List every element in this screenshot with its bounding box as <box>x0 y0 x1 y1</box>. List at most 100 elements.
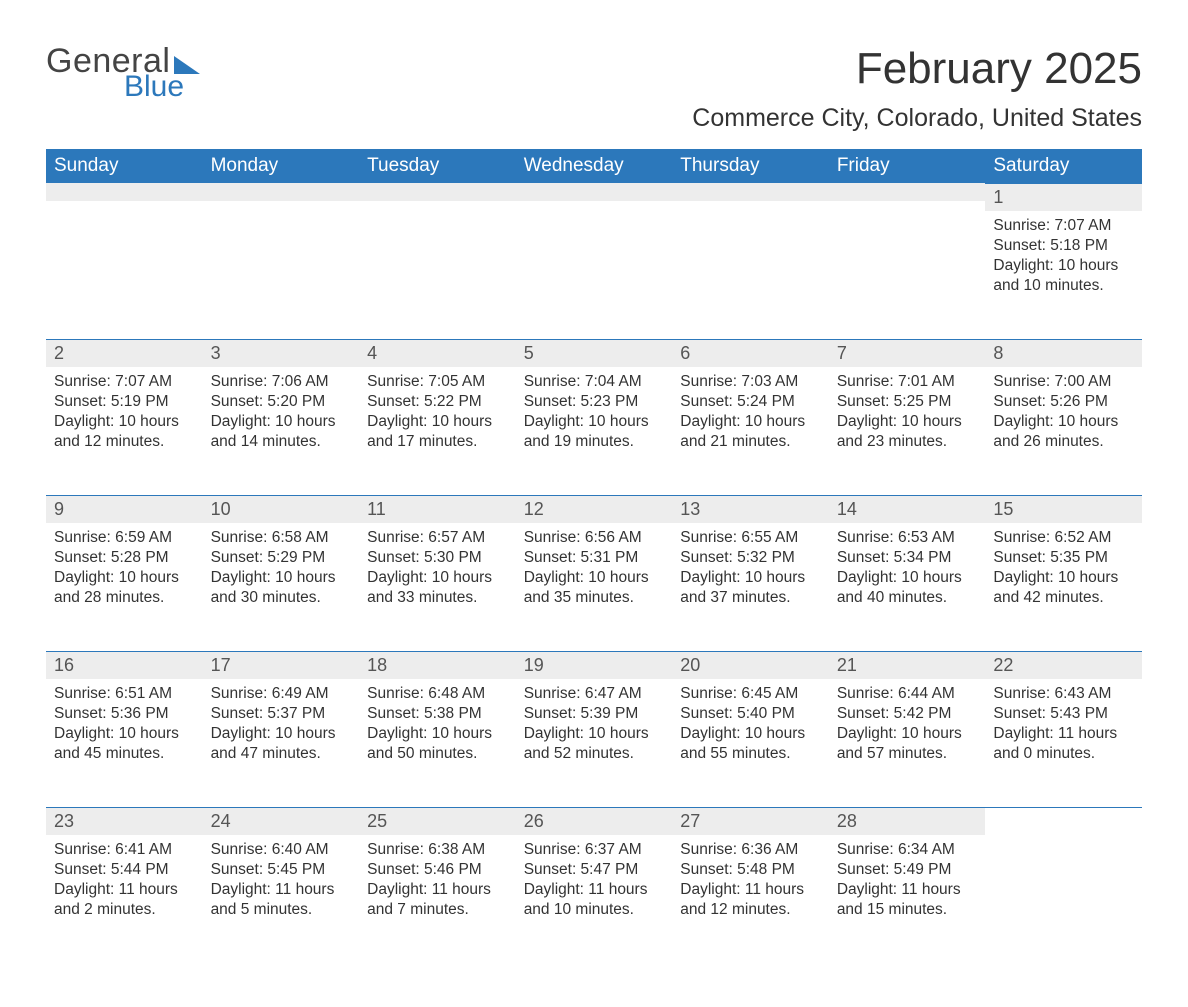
sunrise-text: Sunrise: 6:43 AM <box>993 684 1134 704</box>
day-number-cell: 25 <box>359 807 516 835</box>
calendar-cell <box>829 211 986 339</box>
day-number-cell: 14 <box>829 495 986 523</box>
daylight-text: Daylight: 10 hours and 57 minutes. <box>837 724 978 764</box>
calendar-cell: Sunrise: 6:47 AMSunset: 5:39 PMDaylight:… <box>516 679 673 807</box>
sunset-text: Sunset: 5:39 PM <box>524 704 665 724</box>
month-title: February 2025 <box>692 44 1142 94</box>
calendar-cell: Sunrise: 6:53 AMSunset: 5:34 PMDaylight:… <box>829 523 986 651</box>
sunset-text: Sunset: 5:36 PM <box>54 704 195 724</box>
daylight-text: Daylight: 11 hours and 10 minutes. <box>524 880 665 920</box>
day-number-cell: 1 <box>985 183 1142 211</box>
sunrise-text: Sunrise: 6:45 AM <box>680 684 821 704</box>
calendar-cell: Sunrise: 6:58 AMSunset: 5:29 PMDaylight:… <box>203 523 360 651</box>
daylight-text: Daylight: 10 hours and 21 minutes. <box>680 412 821 452</box>
day-number-cell: 17 <box>203 651 360 679</box>
daylight-text: Daylight: 10 hours and 30 minutes. <box>211 568 352 608</box>
day-number-cell: 13 <box>672 495 829 523</box>
day-number-row: 9101112131415 <box>46 495 1142 523</box>
sunset-text: Sunset: 5:22 PM <box>367 392 508 412</box>
daylight-text: Daylight: 11 hours and 12 minutes. <box>680 880 821 920</box>
sunrise-text: Sunrise: 6:56 AM <box>524 528 665 548</box>
sunset-text: Sunset: 5:43 PM <box>993 704 1134 724</box>
sunset-text: Sunset: 5:19 PM <box>54 392 195 412</box>
sunrise-text: Sunrise: 6:51 AM <box>54 684 195 704</box>
daylight-text: Daylight: 10 hours and 42 minutes. <box>993 568 1134 608</box>
sunset-text: Sunset: 5:32 PM <box>680 548 821 568</box>
sunset-text: Sunset: 5:42 PM <box>837 704 978 724</box>
calendar-cell: Sunrise: 6:41 AMSunset: 5:44 PMDaylight:… <box>46 835 203 963</box>
sunrise-text: Sunrise: 6:48 AM <box>367 684 508 704</box>
daylight-text: Daylight: 10 hours and 47 minutes. <box>211 724 352 764</box>
day-number: 1 <box>985 184 1142 211</box>
day-number: 13 <box>672 496 829 523</box>
sunset-text: Sunset: 5:24 PM <box>680 392 821 412</box>
calendar-cell: Sunrise: 6:45 AMSunset: 5:40 PMDaylight:… <box>672 679 829 807</box>
day-number: 27 <box>672 808 829 835</box>
calendar-cell: Sunrise: 6:37 AMSunset: 5:47 PMDaylight:… <box>516 835 673 963</box>
day-number-cell: 20 <box>672 651 829 679</box>
day-number-cell: 9 <box>46 495 203 523</box>
sunset-text: Sunset: 5:23 PM <box>524 392 665 412</box>
day-number-cell: 27 <box>672 807 829 835</box>
day-number-cell: 21 <box>829 651 986 679</box>
weekday-header: Tuesday <box>359 149 516 183</box>
day-number: 16 <box>46 652 203 679</box>
day-number-row: 1 <box>46 183 1142 211</box>
daylight-text: Daylight: 11 hours and 5 minutes. <box>211 880 352 920</box>
day-number: 4 <box>359 340 516 367</box>
weekday-header: Friday <box>829 149 986 183</box>
day-number-cell: 7 <box>829 339 986 367</box>
daylight-text: Daylight: 10 hours and 50 minutes. <box>367 724 508 764</box>
day-number-cell: 28 <box>829 807 986 835</box>
day-body-row: Sunrise: 7:07 AMSunset: 5:18 PMDaylight:… <box>46 211 1142 339</box>
day-number-cell <box>829 183 986 211</box>
daylight-text: Daylight: 10 hours and 14 minutes. <box>211 412 352 452</box>
sunset-text: Sunset: 5:28 PM <box>54 548 195 568</box>
location-text: Commerce City, Colorado, United States <box>692 104 1142 133</box>
day-number-cell: 4 <box>359 339 516 367</box>
daylight-text: Daylight: 11 hours and 2 minutes. <box>54 880 195 920</box>
calendar-cell <box>516 211 673 339</box>
calendar-cell: Sunrise: 7:00 AMSunset: 5:26 PMDaylight:… <box>985 367 1142 495</box>
sunrise-text: Sunrise: 7:00 AM <box>993 372 1134 392</box>
day-number-cell <box>985 807 1142 835</box>
sunset-text: Sunset: 5:30 PM <box>367 548 508 568</box>
daylight-text: Daylight: 10 hours and 55 minutes. <box>680 724 821 764</box>
day-number: 19 <box>516 652 673 679</box>
day-number: 21 <box>829 652 986 679</box>
day-number-cell: 16 <box>46 651 203 679</box>
sunrise-text: Sunrise: 6:57 AM <box>367 528 508 548</box>
day-body-row: Sunrise: 6:41 AMSunset: 5:44 PMDaylight:… <box>46 835 1142 963</box>
logo-triangle-icon <box>174 56 200 74</box>
calendar-cell: Sunrise: 7:06 AMSunset: 5:20 PMDaylight:… <box>203 367 360 495</box>
sunset-text: Sunset: 5:49 PM <box>837 860 978 880</box>
day-number-cell: 19 <box>516 651 673 679</box>
day-body-row: Sunrise: 7:07 AMSunset: 5:19 PM Daylight:… <box>46 367 1142 495</box>
calendar-cell <box>672 211 829 339</box>
sunrise-text: Sunrise: 7:07 AM <box>54 372 195 392</box>
calendar-cell: Sunrise: 7:04 AMSunset: 5:23 PMDaylight:… <box>516 367 673 495</box>
sunrise-text: Sunrise: 7:06 AM <box>211 372 352 392</box>
daylight-text: Daylight: 10 hours and 26 minutes. <box>993 412 1134 452</box>
sunrise-text: Sunrise: 6:41 AM <box>54 840 195 860</box>
sunrise-text: Sunrise: 6:37 AM <box>524 840 665 860</box>
calendar-cell <box>46 211 203 339</box>
day-number-cell <box>359 183 516 211</box>
day-number: 6 <box>672 340 829 367</box>
day-number: 22 <box>985 652 1142 679</box>
day-number: 20 <box>672 652 829 679</box>
day-number-cell: 12 <box>516 495 673 523</box>
weekday-header: Monday <box>203 149 360 183</box>
day-number-cell: 22 <box>985 651 1142 679</box>
day-number-cell: 2 <box>46 339 203 367</box>
sunset-text: Sunset: 5:34 PM <box>837 548 978 568</box>
day-number-row: 2345678 <box>46 339 1142 367</box>
calendar-cell: Sunrise: 6:49 AMSunset: 5:37 PMDaylight:… <box>203 679 360 807</box>
calendar-cell: Sunrise: 6:56 AMSunset: 5:31 PMDaylight:… <box>516 523 673 651</box>
day-number: 11 <box>359 496 516 523</box>
sunrise-text: Sunrise: 6:40 AM <box>211 840 352 860</box>
weekday-header: Thursday <box>672 149 829 183</box>
calendar-cell: Sunrise: 6:43 AMSunset: 5:43 PMDaylight:… <box>985 679 1142 807</box>
sunset-text: Sunset: 5:18 PM <box>993 236 1134 256</box>
day-number-cell <box>203 183 360 211</box>
